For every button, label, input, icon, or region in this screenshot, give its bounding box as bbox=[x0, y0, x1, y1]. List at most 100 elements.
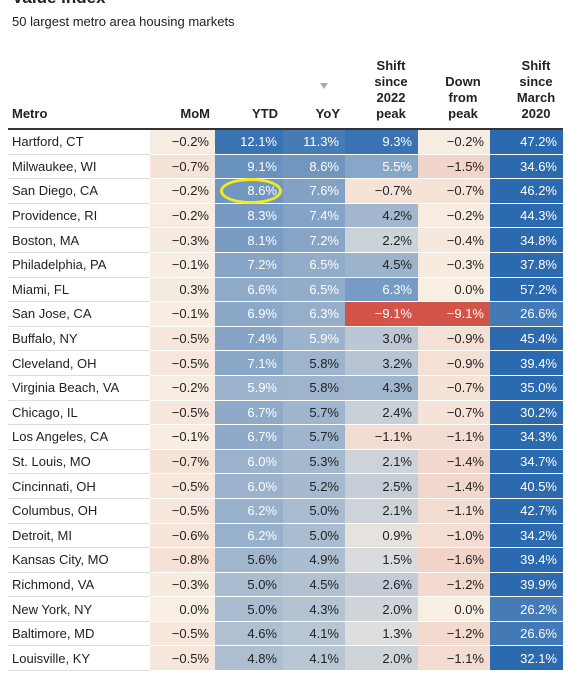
value-cell: 6.0% bbox=[215, 473, 283, 499]
value-cell: 30.2% bbox=[490, 400, 563, 426]
value-cell: 42.7% bbox=[490, 498, 563, 524]
value-cell: 8.6% bbox=[283, 154, 345, 180]
table-row: Richmond, VA −0.3% 5.0% 4.5% 2.6% −1.2% 39.9% bbox=[8, 572, 563, 598]
value-cell: −0.2% bbox=[150, 178, 215, 204]
value-cell: 2.0% bbox=[345, 596, 418, 622]
value-cell: 5.9% bbox=[215, 375, 283, 401]
table-row: St. Louis, MO −0.7% 6.0% 5.3% 2.1% −1.4% 34.7% bbox=[8, 449, 563, 475]
value-cell: 6.2% bbox=[215, 523, 283, 549]
column-header: Down from peak bbox=[418, 52, 490, 130]
value-cell: 12.1% bbox=[215, 129, 283, 155]
value-cell: 5.7% bbox=[283, 424, 345, 450]
value-cell: −1.1% bbox=[418, 645, 490, 672]
value-cell: 6.7% bbox=[215, 400, 283, 426]
metro-cell: Baltimore, MD bbox=[8, 621, 150, 647]
value-cell: −0.7% bbox=[150, 449, 215, 475]
value-cell: 7.6% bbox=[283, 178, 345, 204]
value-cell: 4.3% bbox=[283, 596, 345, 622]
metro-cell: Buffalo, NY bbox=[8, 326, 150, 352]
value-cell: 32.1% bbox=[490, 645, 563, 672]
value-cell: 26.6% bbox=[490, 621, 563, 647]
column-header-text: Down from peak bbox=[445, 74, 481, 121]
header-row: Metro MoM YTD YoY Shift since 2022 peak Down … bbox=[8, 52, 563, 130]
column-header-text: Shift since March 2020 bbox=[516, 58, 556, 121]
value-cell: 2.2% bbox=[345, 227, 418, 253]
value-cell: 6.3% bbox=[283, 301, 345, 327]
value-cell: 4.2% bbox=[345, 203, 418, 229]
table-row: Boston, MA −0.3% 8.1% 7.2% 2.2% −0.4% 34.8% bbox=[8, 227, 563, 253]
value-cell: −1.0% bbox=[418, 523, 490, 549]
value-cell: 45.4% bbox=[490, 326, 563, 352]
value-cell: −1.5% bbox=[418, 154, 490, 180]
metro-cell: Los Angeles, CA bbox=[8, 424, 150, 450]
table-row: Philadelphia, PA −0.1% 7.2% 6.5% 4.5% −0.3% 37… bbox=[8, 252, 563, 278]
value-cell: −0.2% bbox=[150, 203, 215, 229]
value-cell: 3.0% bbox=[345, 326, 418, 352]
value-cell: −0.5% bbox=[150, 498, 215, 524]
value-cell: −9.1% bbox=[418, 301, 490, 327]
metro-cell: Philadelphia, PA bbox=[8, 252, 150, 278]
metro-cell: Louisville, KY bbox=[8, 645, 150, 672]
value-cell: 4.6% bbox=[215, 621, 283, 647]
value-cell: −0.6% bbox=[150, 523, 215, 549]
value-cell: −0.5% bbox=[150, 400, 215, 426]
value-cell: 34.8% bbox=[490, 227, 563, 253]
metro-cell: Virginia Beach, VA bbox=[8, 375, 150, 401]
value-cell: 4.1% bbox=[283, 621, 345, 647]
value-cell: −0.1% bbox=[150, 301, 215, 327]
table-row: Cincinnati, OH −0.5% 6.0% 5.2% 2.5% −1.4% 40.5… bbox=[8, 473, 563, 499]
value-cell: 37.8% bbox=[490, 252, 563, 278]
value-cell: 5.0% bbox=[215, 572, 283, 598]
metro-cell: Cincinnati, OH bbox=[8, 473, 150, 499]
value-cell: −0.2% bbox=[418, 129, 490, 155]
metro-cell: Kansas City, MO bbox=[8, 547, 150, 573]
value-cell: 40.5% bbox=[490, 473, 563, 499]
value-cell: 5.8% bbox=[283, 350, 345, 376]
value-cell: 2.1% bbox=[345, 449, 418, 475]
value-cell: −1.1% bbox=[345, 424, 418, 450]
metro-cell: Columbus, OH bbox=[8, 498, 150, 524]
value-cell: 39.4% bbox=[490, 547, 563, 573]
value-cell: 6.2% bbox=[215, 498, 283, 524]
value-cell: 7.4% bbox=[215, 326, 283, 352]
value-cell: −0.5% bbox=[150, 473, 215, 499]
table-row: Chicago, IL −0.5% 6.7% 5.7% 2.4% −0.7% 30.2% bbox=[8, 400, 563, 426]
value-cell: 7.4% bbox=[283, 203, 345, 229]
value-cell: −0.4% bbox=[418, 227, 490, 253]
value-cell: 5.0% bbox=[215, 596, 283, 622]
value-cell: −1.4% bbox=[418, 449, 490, 475]
value-cell: 6.6% bbox=[215, 277, 283, 303]
table-row: Miami, FL 0.3% 6.6% 6.5% 6.3% 0.0% 57.2% bbox=[8, 277, 563, 303]
value-cell: 6.5% bbox=[283, 277, 345, 303]
table-row: Baltimore, MD −0.5% 4.6% 4.1% 1.3% −1.2% 26.6% bbox=[8, 621, 563, 647]
value-cell: 7.2% bbox=[215, 252, 283, 278]
sort-arrow bbox=[320, 83, 328, 89]
value-cell: 26.6% bbox=[490, 301, 563, 327]
table-row: Buffalo, NY −0.5% 7.4% 5.9% 3.0% −0.9% 45.4% bbox=[8, 326, 563, 352]
table-row: Virginia Beach, VA −0.2% 5.9% 5.8% 4.3% −0.7%… bbox=[8, 375, 563, 401]
metro-cell: Boston, MA bbox=[8, 227, 150, 253]
value-cell: 6.5% bbox=[283, 252, 345, 278]
table-row: San Diego, CA −0.2% 8.6% 7.6% −0.7% −0.7% 46.2… bbox=[8, 178, 563, 204]
value-cell: 5.3% bbox=[283, 449, 345, 475]
column-header: Metro bbox=[8, 52, 150, 130]
value-cell: 1.3% bbox=[345, 621, 418, 647]
value-cell: 5.7% bbox=[283, 400, 345, 426]
table-row: Cleveland, OH −0.5% 7.1% 5.8% 3.2% −0.9% 39.4% bbox=[8, 350, 563, 376]
table-row: Kansas City, MO −0.8% 5.6% 4.9% 1.5% −1.6% 39.… bbox=[8, 547, 563, 573]
value-cell: −0.7% bbox=[345, 178, 418, 204]
value-cell: 5.0% bbox=[283, 523, 345, 549]
value-cell: −0.5% bbox=[150, 621, 215, 647]
value-cell: −0.7% bbox=[418, 400, 490, 426]
value-cell: −1.1% bbox=[418, 424, 490, 450]
value-cell: 3.2% bbox=[345, 350, 418, 376]
metro-cell: Milwaukee, WI bbox=[8, 154, 150, 180]
value-cell: 9.3% bbox=[345, 129, 418, 155]
value-cell: 39.4% bbox=[490, 350, 563, 376]
value-cell: −1.6% bbox=[418, 547, 490, 573]
table-row: Providence, RI −0.2% 8.3% 7.4% 4.2% −0.2% 44.3… bbox=[8, 203, 563, 229]
metro-cell: Hartford, CT bbox=[8, 129, 150, 155]
value-cell: 5.0% bbox=[283, 498, 345, 524]
value-cell: 0.0% bbox=[418, 277, 490, 303]
